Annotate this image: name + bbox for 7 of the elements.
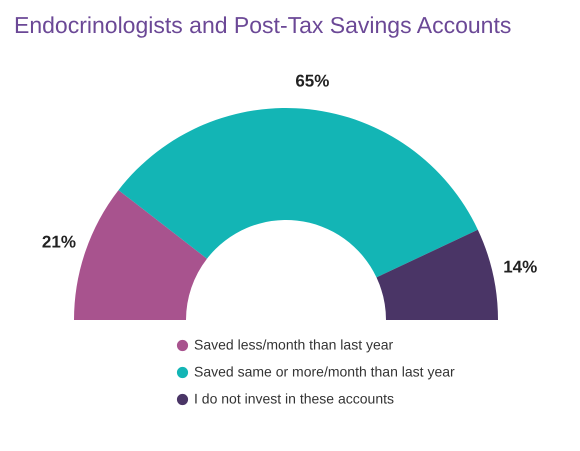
data-label: 21% [42, 232, 76, 252]
legend-label: Saved less/month than last year [194, 336, 394, 352]
data-label: 65% [295, 71, 330, 90]
data-label: 14% [503, 258, 538, 277]
legend-label: Saved same or more/month than last year [194, 364, 456, 380]
legend-label: I do not invest in these accounts [194, 390, 394, 406]
chart-title: Endocrinologists and Post-Tax Savings Accounts [14, 12, 512, 38]
